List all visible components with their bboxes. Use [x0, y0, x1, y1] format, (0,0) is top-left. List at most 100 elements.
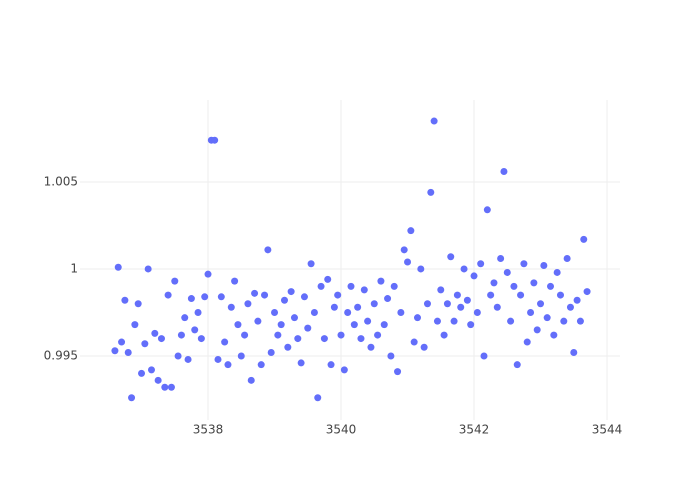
- point: [251, 289, 259, 297]
- point: [344, 308, 352, 316]
- point: [370, 300, 378, 308]
- point: [387, 352, 395, 360]
- point: [114, 263, 122, 271]
- point: [543, 314, 551, 322]
- point: [124, 348, 132, 356]
- point: [523, 338, 531, 346]
- point: [334, 291, 342, 299]
- point: [320, 335, 328, 343]
- point: [473, 308, 481, 316]
- point: [480, 352, 488, 360]
- point: [347, 282, 355, 290]
- x-tick-label: 3542: [459, 423, 490, 437]
- point: [144, 265, 152, 273]
- point: [304, 324, 312, 332]
- point: [141, 340, 149, 348]
- point: [128, 394, 136, 402]
- point: [583, 288, 591, 296]
- point: [297, 359, 305, 367]
- point: [271, 308, 279, 316]
- point: [197, 335, 205, 343]
- point: [224, 361, 232, 369]
- point: [440, 331, 448, 339]
- point: [367, 343, 375, 351]
- point: [510, 282, 518, 290]
- point: [560, 317, 568, 325]
- x-tick-label: 3544: [592, 423, 623, 437]
- point: [400, 246, 408, 254]
- point: [340, 366, 348, 374]
- point: [483, 206, 491, 214]
- point: [354, 303, 362, 311]
- point: [187, 295, 195, 303]
- point: [330, 303, 338, 311]
- point: [427, 188, 435, 196]
- point: [364, 317, 372, 325]
- point: [453, 291, 461, 299]
- point: [380, 321, 388, 329]
- point: [287, 288, 295, 296]
- point: [430, 117, 438, 125]
- point: [314, 394, 322, 402]
- point: [261, 291, 269, 299]
- point: [217, 293, 225, 301]
- point: [443, 300, 451, 308]
- point: [547, 282, 555, 290]
- point: [350, 321, 358, 329]
- point: [171, 277, 179, 285]
- point: [191, 326, 199, 334]
- point: [414, 314, 421, 322]
- point: [257, 361, 265, 369]
- point: [294, 335, 302, 343]
- point: [556, 291, 564, 299]
- point: [360, 286, 368, 294]
- point: [460, 265, 468, 273]
- point: [493, 303, 501, 311]
- point: [337, 331, 345, 339]
- point: [121, 296, 129, 304]
- point: [563, 255, 571, 263]
- point: [154, 376, 162, 384]
- point: [537, 300, 545, 308]
- point: [231, 277, 239, 285]
- point: [201, 293, 209, 301]
- point: [204, 270, 212, 278]
- point: [134, 300, 142, 308]
- point: [357, 335, 365, 343]
- point: [324, 275, 332, 283]
- point: [284, 343, 292, 351]
- point: [181, 314, 189, 322]
- point: [566, 303, 574, 311]
- point: [290, 314, 298, 322]
- point: [500, 168, 508, 176]
- point: [274, 331, 282, 339]
- point: [410, 338, 418, 346]
- point: [267, 348, 275, 356]
- point: [553, 268, 561, 276]
- point: [384, 295, 392, 303]
- point: [377, 277, 385, 285]
- point: [470, 272, 478, 280]
- point: [161, 383, 169, 391]
- point: [111, 347, 119, 355]
- point: [247, 376, 255, 384]
- point: [407, 227, 415, 235]
- point: [423, 300, 431, 308]
- point: [394, 368, 402, 376]
- point: [194, 308, 202, 316]
- point: [404, 258, 412, 266]
- point: [167, 383, 175, 391]
- point: [138, 369, 146, 377]
- point: [433, 317, 441, 325]
- grid: [80, 100, 620, 420]
- point: [374, 331, 382, 339]
- point: [533, 326, 541, 334]
- y-tick-label: 1.005: [44, 174, 78, 188]
- point: [211, 136, 219, 144]
- point: [118, 338, 126, 346]
- point: [310, 308, 318, 316]
- point: [463, 296, 471, 304]
- point: [397, 308, 405, 316]
